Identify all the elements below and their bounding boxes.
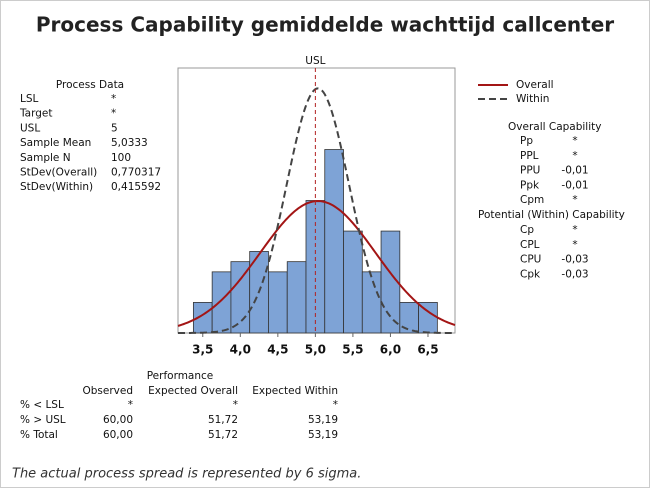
bar: [268, 271, 288, 334]
cell: 53,19: [308, 429, 338, 441]
footnote: The actual process spread is represented…: [12, 467, 361, 482]
row-label: Sample Mean: [20, 137, 91, 149]
row-label: % > USL: [20, 414, 66, 426]
distribution-curve: [178, 87, 455, 334]
x-tick-label: 4,0: [230, 343, 251, 357]
row-value: *: [572, 224, 577, 236]
bar: [211, 271, 232, 334]
row-label: StDev(Within): [20, 181, 93, 193]
bar: [343, 230, 363, 334]
row-label: % Total: [20, 429, 58, 441]
row-label: CPL: [520, 239, 540, 251]
row-label: Sample N: [20, 152, 71, 164]
column-header: Expected Overall: [148, 385, 238, 397]
row-value: *: [572, 150, 577, 162]
section-title: Overall Capability: [508, 121, 601, 133]
row-label: USL: [20, 122, 40, 134]
row-label: Cpk: [520, 268, 541, 280]
row-value: -0,03: [561, 254, 588, 266]
x-tick-label: 6,0: [380, 343, 401, 357]
x-tick-label: 3,5: [192, 343, 213, 357]
row-label: PPU: [520, 165, 540, 177]
row-label: StDev(Overall): [20, 167, 97, 179]
row-value: *: [572, 194, 577, 206]
row-value: 5: [111, 122, 118, 134]
row-label: Cpm: [520, 194, 544, 206]
distribution-curve: [177, 200, 456, 327]
row-label: Pp: [520, 135, 533, 147]
row-value: *: [572, 239, 577, 251]
row-value: *: [111, 108, 116, 120]
bar: [399, 302, 419, 334]
cell: *: [233, 399, 238, 411]
cell: *: [128, 399, 133, 411]
row-label: % < LSL: [20, 399, 64, 411]
legend-label: Overall: [516, 79, 554, 91]
usl-label: USL: [305, 55, 325, 67]
cell: 51,72: [208, 429, 238, 441]
row-value: 0,415592: [111, 181, 161, 193]
x-tick-label: 6,5: [417, 343, 438, 357]
cell: 60,00: [103, 429, 133, 441]
row-label: LSL: [20, 93, 39, 105]
x-tick-label: 5,0: [305, 343, 326, 357]
cell: *: [333, 399, 338, 411]
row-value: 100: [111, 152, 131, 164]
row-value: 5,0333: [111, 137, 148, 149]
x-tick-label: 5,5: [342, 343, 363, 357]
x-tick-label: 4,5: [267, 343, 288, 357]
row-value: 0,770317: [111, 167, 161, 179]
row-value: *: [572, 135, 577, 147]
cell: 53,19: [308, 414, 338, 426]
cell: 51,72: [208, 414, 238, 426]
section-title: Process Data: [56, 79, 124, 91]
cell: 60,00: [103, 414, 133, 426]
row-label: Ppk: [520, 179, 540, 191]
row-label: PPL: [520, 150, 539, 162]
bar: [286, 261, 307, 334]
row-value: -0,01: [561, 179, 588, 191]
chart-title: Process Capability gemiddelde wachttijd …: [36, 13, 614, 37]
bar: [324, 149, 344, 334]
row-value: -0,01: [561, 165, 588, 177]
row-value: *: [111, 93, 116, 105]
column-header: Expected Within: [252, 385, 338, 397]
column-header: Observed: [82, 385, 133, 397]
legend-label: Within: [516, 93, 549, 105]
row-label: Target: [19, 108, 52, 120]
row-value: -0,03: [561, 268, 588, 280]
section-title: Performance: [147, 370, 214, 382]
row-label: Cp: [520, 224, 534, 236]
row-label: CPU: [520, 254, 541, 266]
bar: [361, 271, 382, 334]
section-title: Potential (Within) Capability: [478, 209, 625, 221]
